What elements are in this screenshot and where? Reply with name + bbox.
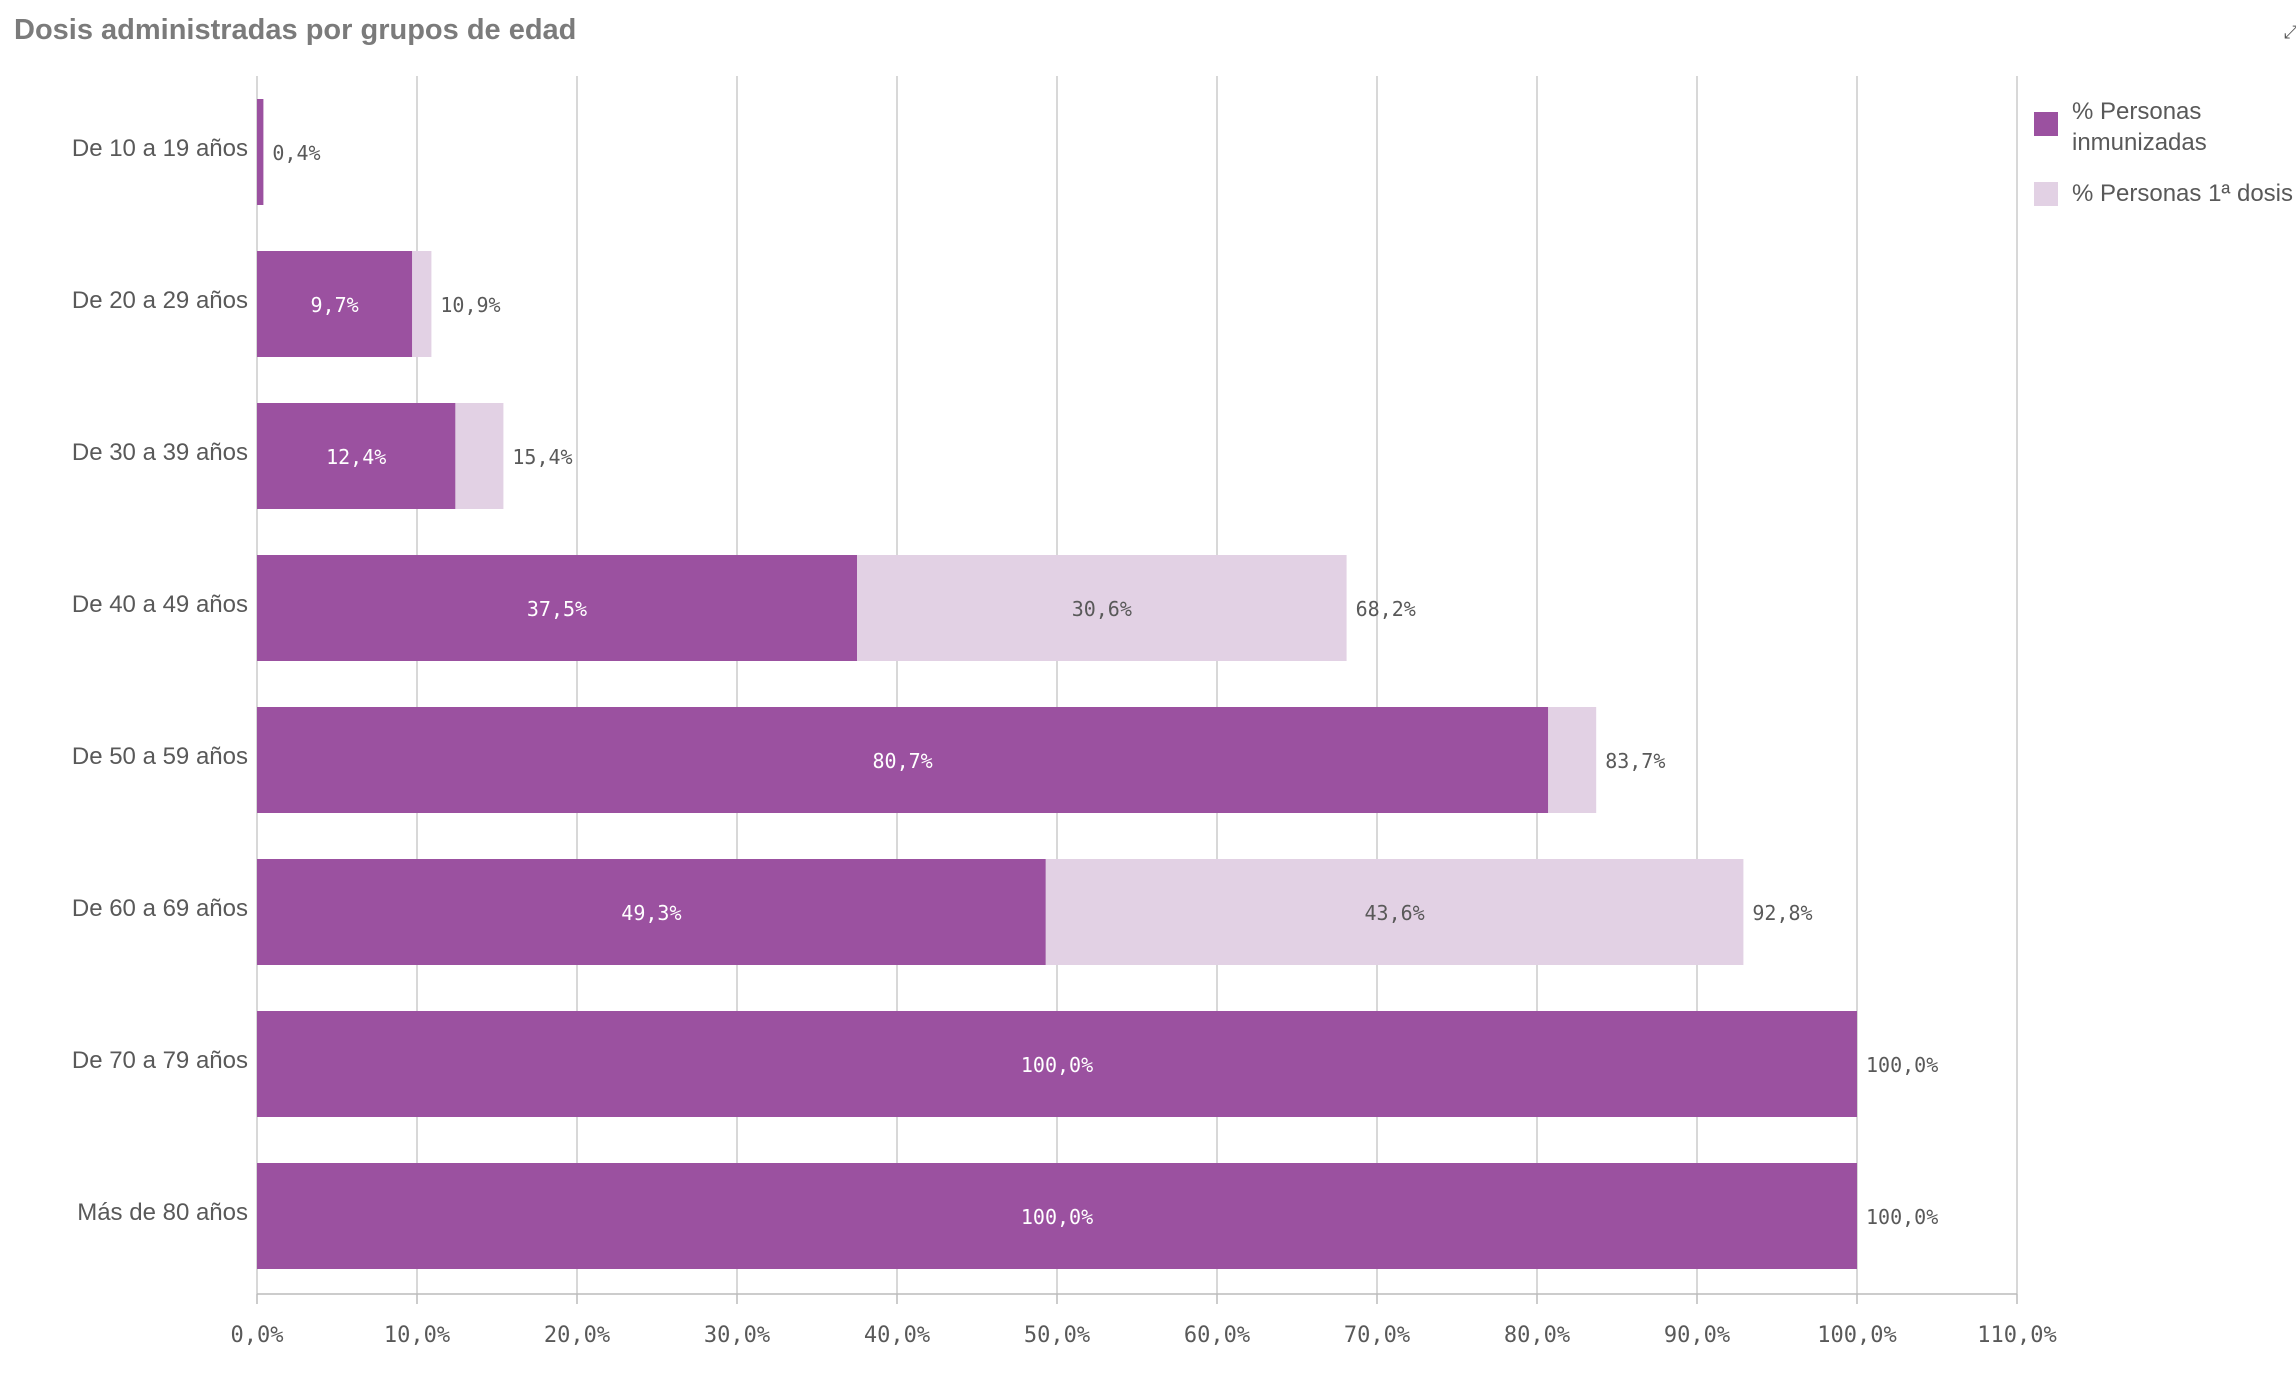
x-tick-label-3: 30,0% [704, 1323, 770, 1348]
bar-total-label-7: 100,0% [1866, 1205, 1938, 1229]
bar-value-label-immunized-3: 37,5% [527, 597, 587, 621]
x-tick-label-2: 20,0% [544, 1323, 610, 1348]
chart-title: Dosis administradas por grupos de edad [14, 14, 577, 46]
bar-value-label-immunized-6: 100,0% [1021, 1053, 1093, 1077]
category-label-0: De 10 a 19 años [72, 135, 248, 162]
bar-immunized-0 [257, 99, 264, 205]
bar-first-dose-5 [1045, 859, 1744, 965]
legend-swatch-first-dose [2034, 182, 2058, 206]
bar-total-label-2: 15,4% [512, 445, 572, 469]
bar-first-dose-3 [857, 555, 1347, 661]
x-tick-label-5: 50,0% [1024, 1323, 1090, 1348]
bar-immunized-1 [257, 251, 413, 357]
legend-item-immunized[interactable]: % Personas inmunizadas [2034, 96, 2296, 158]
category-label-1: De 20 a 29 años [72, 287, 248, 314]
x-tick-label-7: 70,0% [1344, 1323, 1410, 1348]
legend-item-first-dose[interactable]: % Personas 1ª dosis [2034, 178, 2296, 209]
x-tick-label-6: 60,0% [1184, 1323, 1250, 1348]
category-label-7: Más de 80 años [77, 1199, 248, 1226]
x-tick-label-9: 90,0% [1664, 1323, 1730, 1348]
legend-label-immunized: % Personas inmunizadas [2072, 98, 2207, 156]
bar-total-label-1: 10,9% [440, 293, 500, 317]
bar-immunized-3 [257, 555, 857, 661]
bar-immunized-7 [257, 1163, 1857, 1269]
x-tick-label-8: 80,0% [1504, 1323, 1570, 1348]
bar-total-label-6: 100,0% [1866, 1053, 1938, 1077]
bar-value-label-first-dose-3: 30,6% [1072, 597, 1132, 621]
bar-value-label-immunized-7: 100,0% [1021, 1205, 1093, 1229]
bar-value-label-immunized-4: 80,7% [872, 749, 932, 773]
bar-immunized-4 [257, 707, 1549, 813]
bar-first-dose-4 [1548, 707, 1597, 813]
bar-value-label-immunized-2: 12,4% [326, 445, 386, 469]
x-tick-label-11: 110,0% [1977, 1323, 2056, 1348]
legend-swatch-immunized [2034, 112, 2058, 136]
x-tick-label-4: 40,0% [864, 1323, 930, 1348]
bar-value-label-first-dose-5: 43,6% [1364, 901, 1424, 925]
bar-total-label-5: 92,8% [1752, 901, 1812, 925]
bar-immunized-2 [257, 403, 456, 509]
category-label-4: De 50 a 59 años [72, 743, 248, 770]
bar-immunized-5 [257, 859, 1046, 965]
category-label-2: De 30 a 39 años [72, 439, 248, 466]
bar-first-dose-1 [412, 251, 432, 357]
x-tick-label-0: 0,0% [231, 1323, 284, 1348]
bar-immunized-6 [257, 1011, 1857, 1117]
expand-icon[interactable]: ⤢ [2284, 22, 2296, 43]
bar-total-label-3: 68,2% [1356, 597, 1416, 621]
legend: % Personas inmunizadas % Personas 1ª dos… [2034, 96, 2296, 229]
category-label-6: De 70 a 79 años [72, 1047, 248, 1074]
bar-total-label-0: 0,4% [272, 141, 320, 165]
legend-label-first-dose: % Personas 1ª dosis [2072, 180, 2293, 207]
bar-first-dose-2 [455, 403, 504, 509]
x-tick-label-10: 100,0% [1817, 1323, 1896, 1348]
x-tick-label-1: 10,0% [384, 1323, 450, 1348]
category-label-5: De 60 a 69 años [72, 895, 248, 922]
bar-value-label-immunized-1: 9,7% [311, 293, 359, 317]
category-label-3: De 40 a 49 años [72, 591, 248, 618]
bar-value-label-immunized-5: 49,3% [621, 901, 681, 925]
bar-total-label-4: 83,7% [1605, 749, 1665, 773]
